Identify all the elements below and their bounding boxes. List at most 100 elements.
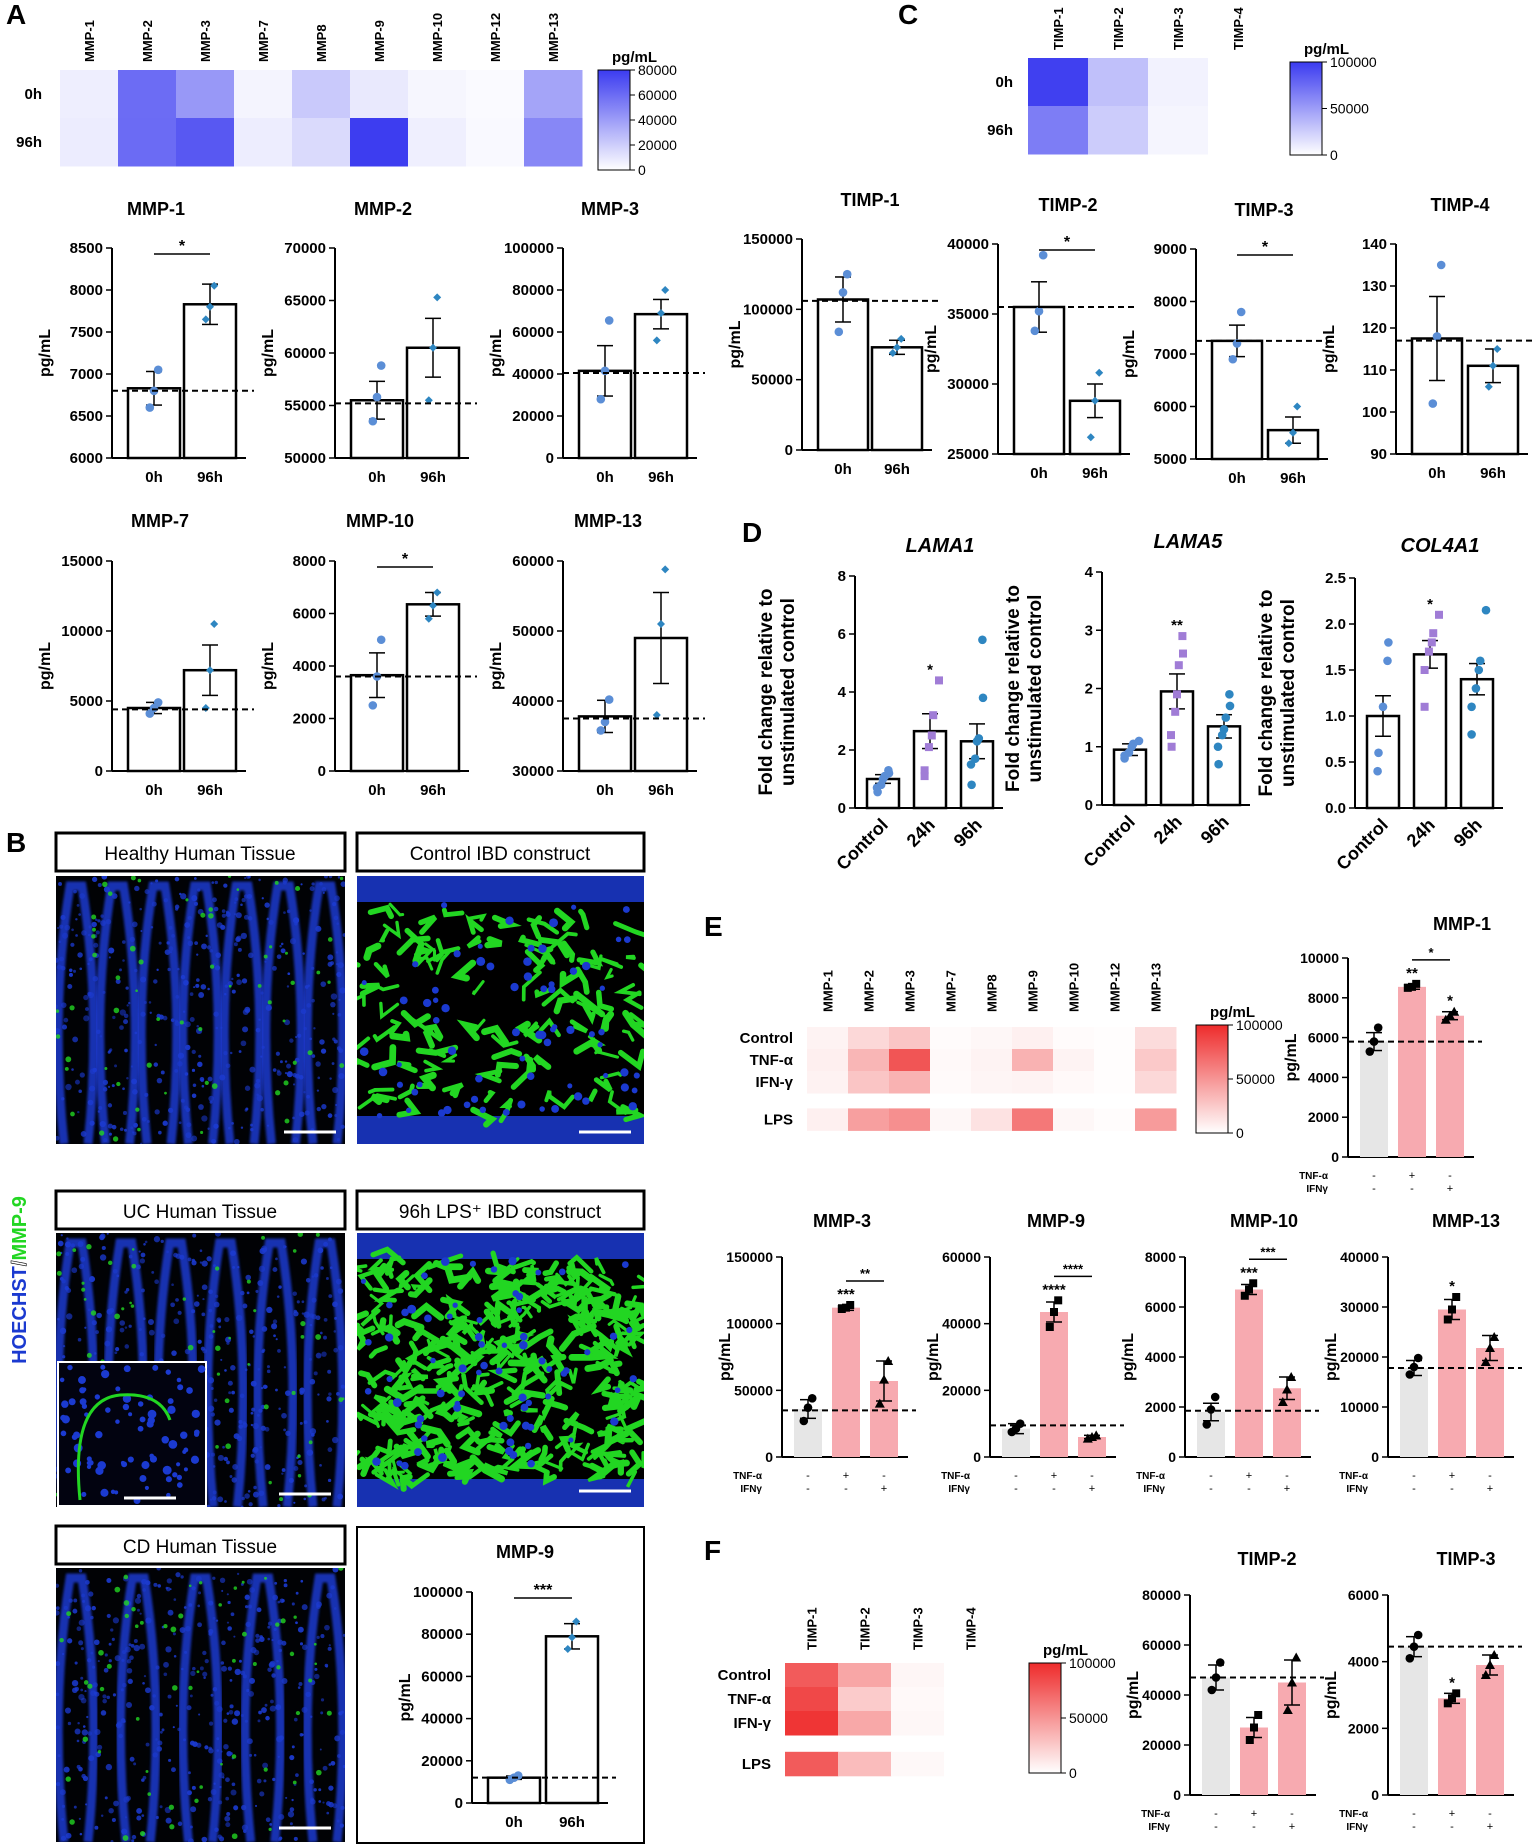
mmp9-fiber (458, 1430, 481, 1456)
data-point (424, 614, 433, 623)
nucleus (153, 979, 158, 984)
mmp9-signal (297, 1474, 302, 1478)
heatmap-column-label: MMP-12 (1108, 963, 1123, 1012)
tile-label: Healthy Human Tissue (104, 844, 295, 865)
crypt (302, 1573, 345, 1842)
nucleus (299, 1421, 303, 1425)
stim-sign: + (1284, 1483, 1290, 1495)
bar (633, 312, 689, 460)
nucleus (84, 1326, 87, 1329)
nucleus (598, 1028, 605, 1036)
mmp9-fiber (397, 1372, 414, 1391)
mmp9-signal (66, 1611, 72, 1617)
nucleus (582, 1097, 590, 1105)
data-point (846, 1301, 855, 1309)
nucleus (119, 968, 122, 972)
data-point (424, 396, 433, 405)
mmp9-fiber (440, 1053, 458, 1063)
nucleus (276, 1069, 281, 1073)
nucleus (133, 1644, 140, 1652)
data-point (1245, 1285, 1253, 1294)
nucleus (81, 1773, 86, 1779)
mmp9-signal (131, 1263, 137, 1269)
mmp9-fiber (633, 1308, 644, 1324)
nucleus (178, 1121, 182, 1125)
chart-title: TIMP-3 (1436, 1549, 1495, 1569)
nucleus (244, 1605, 249, 1609)
mmp9-signal (59, 1637, 64, 1643)
nucleus (161, 1728, 165, 1732)
mmp9-fiber (619, 1379, 635, 1400)
mmp9-signal (123, 1574, 129, 1580)
nucleus (156, 968, 159, 971)
data-point (1493, 345, 1502, 353)
mmp9-fiber (503, 1409, 513, 1417)
data-point (572, 1617, 581, 1626)
mmp9-outline (76, 1393, 172, 1501)
nucleus (234, 1668, 241, 1676)
nucleus (153, 1236, 161, 1243)
mmp9-fiber (590, 1449, 627, 1458)
heatmap-cell (891, 1687, 945, 1712)
mmp9-signal (339, 876, 344, 881)
data-point (1050, 1308, 1058, 1316)
nucleus (330, 1760, 336, 1766)
data-point (1443, 1699, 1452, 1708)
mmp9-signal (182, 1297, 187, 1301)
nucleus (622, 906, 630, 913)
nucleus (199, 1249, 203, 1253)
nucleus (266, 1365, 271, 1369)
nucleus (291, 1602, 295, 1606)
nucleus (147, 1416, 155, 1424)
nucleus (198, 1713, 201, 1716)
mmp9-signal (81, 1287, 86, 1292)
nucleus (82, 1725, 86, 1728)
mmp9-fiber (425, 1436, 446, 1449)
nucleus (82, 1387, 87, 1392)
heatmap-row-label: 0h (995, 74, 1013, 91)
nucleus (322, 891, 325, 894)
crypt (56, 881, 99, 1144)
stim-sign: - (806, 1470, 810, 1482)
x-tick-label: 0h (596, 469, 614, 486)
nucleus (167, 1405, 176, 1415)
nucleus (192, 1666, 196, 1671)
sig-label: ** (1171, 617, 1183, 634)
heatmap-column-label: MMP8 (985, 974, 1000, 1012)
mmp9-fiber (367, 1369, 398, 1385)
nucleus (153, 1062, 159, 1067)
legend-tick-label: 0 (1236, 1125, 1244, 1141)
nucleus (126, 1667, 133, 1674)
heatmap-cell (60, 118, 119, 167)
nucleus (505, 916, 514, 925)
nucleus (83, 1015, 90, 1022)
y-tick-label: 10000 (1340, 1399, 1379, 1415)
y-tick-label: 2 (1085, 681, 1093, 698)
nucleus (115, 1386, 121, 1392)
heatmap-column-label: TIMP-4 (1231, 7, 1246, 50)
mmp9-fiber (585, 1293, 603, 1321)
sig-label: * (179, 238, 186, 255)
heatmap-cell (118, 70, 177, 119)
data-point (1293, 402, 1302, 411)
nucleus (112, 1617, 120, 1624)
mmp9-signal (199, 1581, 203, 1585)
nucleus (143, 1675, 147, 1678)
nucleus (230, 1612, 235, 1617)
mmp9-fiber (530, 1352, 548, 1384)
nucleus (309, 886, 315, 892)
nucleus (401, 1308, 409, 1317)
nucleus (315, 1352, 322, 1359)
data-point (834, 327, 844, 337)
y-axis-label: pg/mL (1125, 1671, 1142, 1719)
nucleus (267, 1637, 271, 1641)
mmp9-fiber (510, 1258, 536, 1271)
nucleus (204, 1745, 209, 1750)
nucleus (277, 1503, 281, 1507)
nucleus (110, 1489, 116, 1494)
mmp9-fiber (520, 1407, 538, 1413)
mmp9-signal (253, 1309, 257, 1313)
heatmap-row-label: IFN-γ (756, 1074, 794, 1091)
data-point (1225, 690, 1234, 699)
mmp9-signal (292, 1780, 297, 1785)
